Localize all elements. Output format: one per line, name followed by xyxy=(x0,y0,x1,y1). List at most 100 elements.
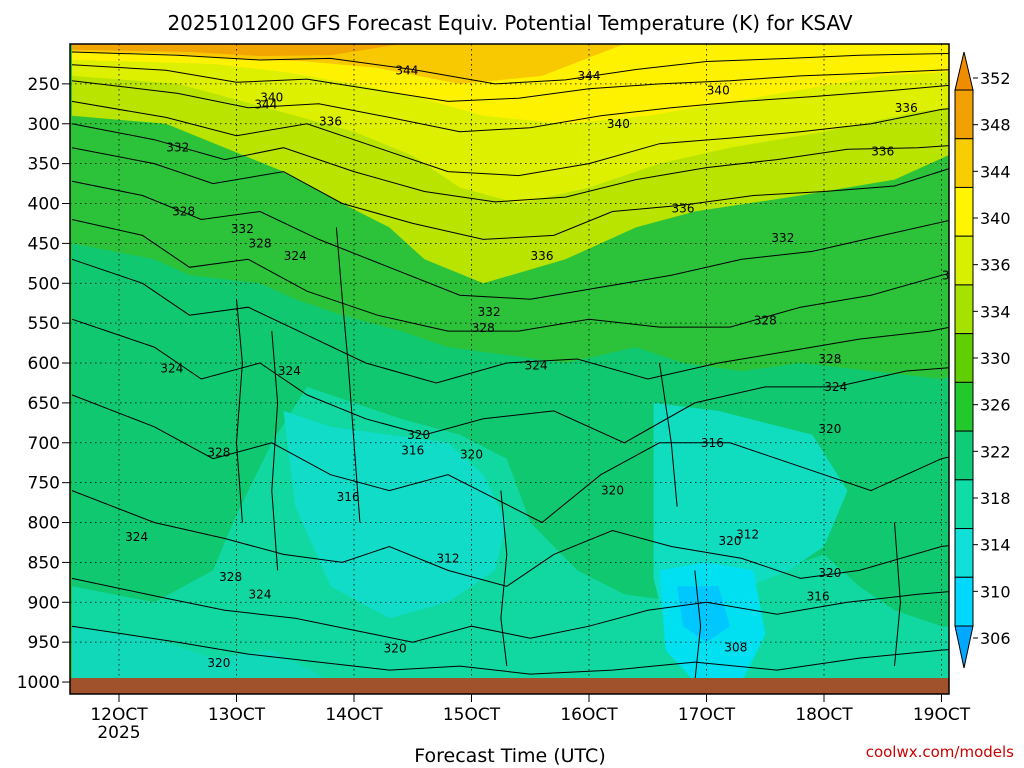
colorbar-swatch-0 xyxy=(954,89,974,140)
y-tick-label-850: 850 xyxy=(28,553,60,573)
contour-line-14 xyxy=(335,227,361,523)
contour-label-20: 328 xyxy=(472,321,495,335)
contour-line-0 xyxy=(71,51,949,85)
y-tick-label-900: 900 xyxy=(28,593,60,613)
band-308 xyxy=(677,586,730,643)
contour-label-38: 312 xyxy=(736,527,759,541)
colorbar-label-310: 310 xyxy=(980,582,1011,601)
colorbar-max-arrow xyxy=(954,51,974,91)
y-tick-label-250: 250 xyxy=(28,75,60,95)
x-tick-label-12OCT: 12OCT xyxy=(90,705,148,725)
band-348 xyxy=(72,44,625,84)
contour-line-11 xyxy=(71,490,949,587)
y-tick-label-950: 950 xyxy=(28,633,60,653)
ground-terrain xyxy=(70,678,949,694)
colorbar-label-336: 336 xyxy=(980,256,1011,275)
contour-label-13: 336 xyxy=(531,249,554,263)
band-316-west xyxy=(283,410,507,619)
contour-line-6 xyxy=(71,180,949,300)
colorbar-swatch-1 xyxy=(954,138,974,188)
contour-line-8 xyxy=(71,258,949,384)
contour-label-34: 328 xyxy=(207,445,230,459)
colorbar-label-334: 334 xyxy=(980,302,1011,321)
x-tick-label-13OCT: 13OCT xyxy=(208,705,266,725)
contour-label-25: 324 xyxy=(160,362,183,376)
x-tick-label-15OCT: 15OCT xyxy=(443,705,501,725)
contour-label-39: 312 xyxy=(437,551,460,565)
colorbar-swatch-7 xyxy=(954,430,974,481)
contour-label-36: 320 xyxy=(601,484,624,498)
contour-label-40: 324 xyxy=(125,530,148,544)
colorbar-swatch-10 xyxy=(954,576,974,627)
contour-label-47: 316 xyxy=(807,590,830,604)
contour-label-22: 328 xyxy=(942,268,965,282)
colorbar-swatch-2 xyxy=(954,186,974,237)
x-axis: 12OCT 13OCT 14OCT 15OCT 16OCT 17OCT 18OCT 19OCT… xyxy=(90,694,971,743)
y-tick-label-1000: 1000 xyxy=(17,673,60,693)
contour-label-17: 328 xyxy=(249,236,272,250)
contour-label-31: 316 xyxy=(401,444,424,458)
contour-label-12: 332 xyxy=(771,231,794,245)
y-axis: 250 300 350 400 450 500 550 600 650 700 750 800 850 9… xyxy=(17,75,70,693)
colorbar-swatch-5 xyxy=(954,333,974,383)
contour-line-17 xyxy=(500,490,508,667)
colorbar-label-318: 318 xyxy=(980,489,1011,508)
contour-label-35: 316 xyxy=(337,490,360,504)
contour-label-33: 316 xyxy=(701,436,724,450)
colorbar-swatch-8 xyxy=(954,479,974,530)
y-tick-label-400: 400 xyxy=(28,195,60,215)
contour-label-43: 320 xyxy=(384,642,407,656)
y-tick-label-550: 550 xyxy=(28,314,60,334)
x-year-label: 2025 xyxy=(97,723,140,743)
contour-label-37: 320 xyxy=(719,534,742,548)
contour-line-9 xyxy=(71,318,949,444)
contour-label-29: 320 xyxy=(818,422,841,436)
x-tick-label-18OCT: 18OCT xyxy=(795,705,853,725)
contour-label-19: 332 xyxy=(478,305,501,319)
colorbar-swatch-6 xyxy=(954,381,974,432)
colorbar-label-352: 352 xyxy=(980,69,1011,88)
colorbar-label-322: 322 xyxy=(980,442,1011,461)
contour-label-18: 324 xyxy=(284,249,307,263)
contour-line-10 xyxy=(71,394,949,524)
contour-label-9: 332 xyxy=(166,141,189,155)
contour-line-12 xyxy=(71,577,949,643)
band-lowlevel xyxy=(72,626,343,694)
contour-label-30: 320 xyxy=(407,428,430,442)
y-tick-label-600: 600 xyxy=(28,354,60,374)
colorbar-min-arrow xyxy=(954,625,974,669)
y-tick-label-800: 800 xyxy=(28,514,60,534)
colorbar: 352 348 344 340 336 334 330 326 322 318 314 310 306 xyxy=(954,51,1011,669)
colorbar-swatch-4 xyxy=(954,284,974,335)
y-tick-label-700: 700 xyxy=(28,434,60,454)
colorbar-label-306: 306 xyxy=(980,629,1011,648)
contour-label-10: 336 xyxy=(871,145,894,159)
contour-label-0: 344 xyxy=(254,98,277,112)
contour-line-1 xyxy=(71,64,949,102)
y-tick-label-450: 450 xyxy=(28,234,60,254)
contour-lines xyxy=(71,51,949,683)
y-tick-label-350: 350 xyxy=(28,155,60,175)
contour-line-18 xyxy=(694,570,702,683)
x-tick-label-17OCT: 17OCT xyxy=(678,705,736,725)
colorbar-label-340: 340 xyxy=(980,209,1011,228)
contour-label-2: 344 xyxy=(395,63,418,77)
contour-label-8: 336 xyxy=(895,101,918,115)
contour-label-27: 328 xyxy=(818,352,841,366)
colorbar-swatch-9 xyxy=(954,528,974,578)
colorbar-label-314: 314 xyxy=(980,536,1011,555)
contour-label-46: 320 xyxy=(818,566,841,580)
contour-label-16: 332 xyxy=(231,222,254,236)
contour-label-4: 340 xyxy=(707,83,730,97)
contour-line-15 xyxy=(235,299,243,523)
contour-line-13 xyxy=(71,625,949,675)
credit-text: coolwx.com/models xyxy=(866,743,1014,761)
contour-label-41: 328 xyxy=(219,570,242,584)
contour-label-14: 336 xyxy=(672,201,695,215)
x-axis-title: Forecast Time (UTC) xyxy=(414,745,605,767)
colorbar-label-348: 348 xyxy=(980,116,1011,135)
y-tick-label-300: 300 xyxy=(28,115,60,135)
colorbar-label-330: 330 xyxy=(980,349,1011,368)
